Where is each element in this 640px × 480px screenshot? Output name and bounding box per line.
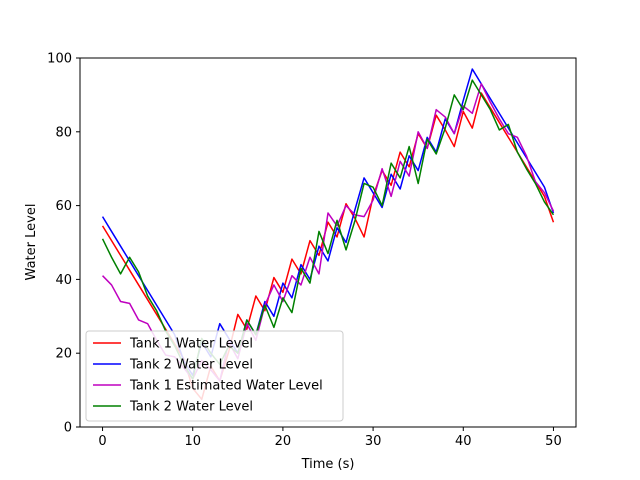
x-tick-label: 50: [545, 434, 562, 449]
y-tick-label: 20: [55, 347, 72, 362]
legend-label: Tank 2 Water Level: [129, 400, 253, 415]
legend-label: Tank 1 Estimated Water Level: [129, 379, 323, 394]
y-tick-label: 80: [55, 125, 72, 140]
legend-label: Tank 2 Water Level: [129, 358, 253, 373]
y-tick-label: 0: [64, 421, 72, 436]
plot-frame: [79, 57, 577, 428]
x-tick-label: 30: [365, 434, 382, 449]
x-tick-label: 40: [455, 434, 472, 449]
legend-box: [85, 330, 344, 422]
x-tick-label: 10: [184, 434, 201, 449]
y-tick-label: 60: [55, 199, 72, 214]
x-tick-label: 0: [98, 434, 106, 449]
legend-label: Tank 1 Water Level: [129, 337, 253, 352]
y-tick-label: 100: [47, 52, 72, 67]
legend: Tank 1 Water Level Tank 2 Water Level Tank…: [85, 330, 344, 422]
x-axis-ticks: 0 10 20 30 40 50: [98, 427, 562, 449]
x-tick-label: 20: [275, 434, 292, 449]
y-axis-ticks: 0 20 40 60 80 100: [47, 52, 80, 436]
x-axis-label: Time (s): [301, 457, 355, 472]
y-axis-label: Water Level: [24, 204, 39, 281]
y-tick-label: 40: [55, 273, 72, 288]
